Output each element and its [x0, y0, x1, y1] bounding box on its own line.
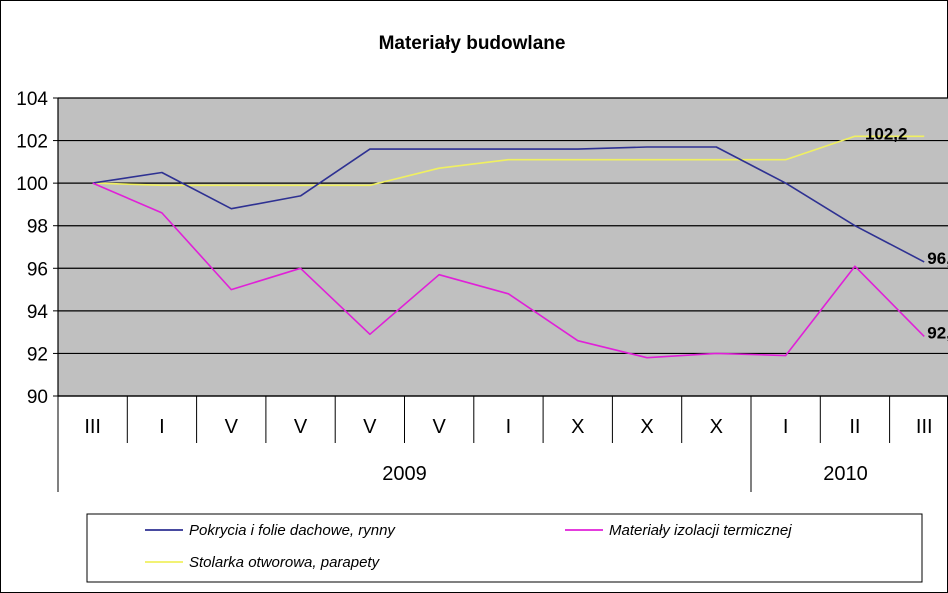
- data-label: 102,2: [865, 124, 908, 143]
- series-line: [92, 182, 925, 359]
- legend-label: Stolarka otworowa, parapety: [189, 554, 381, 571]
- year-label: 2010: [823, 463, 868, 485]
- x-tick-label: II: [849, 416, 860, 438]
- series-line: [92, 135, 925, 187]
- y-tick-label: 102: [16, 132, 48, 153]
- plot-area: [58, 98, 948, 396]
- data-label: 96,: [927, 249, 948, 268]
- series-line: [92, 146, 925, 263]
- x-tick-label: I: [506, 416, 512, 438]
- y-tick-label: 96: [27, 259, 48, 280]
- y-axis: 90 92 94 96 98 100 102 104: [16, 89, 59, 408]
- x-tick-label: X: [640, 416, 653, 438]
- legend-label: Pokrycia i folie dachowe, rynny: [189, 522, 396, 539]
- y-tick-label: 98: [27, 217, 48, 238]
- y-tick-label: 94: [27, 302, 49, 323]
- x-tick-label: I: [159, 416, 165, 438]
- y-tick-label: 92: [27, 344, 48, 365]
- y-tick-label: 100: [16, 174, 48, 195]
- year-label: 2009: [382, 463, 427, 485]
- y-tick-label: 90: [27, 387, 48, 408]
- x-tick-label: V: [432, 416, 446, 438]
- data-label: 92,: [927, 323, 948, 342]
- x-tick-label: X: [710, 416, 723, 438]
- x-tick-label: I: [783, 416, 789, 438]
- legend-label: Materiały izolacji termicznej: [609, 522, 792, 539]
- x-tick-label: V: [294, 416, 308, 438]
- chart-title: Materiały budowlane: [379, 33, 566, 54]
- x-tick-label: III: [84, 416, 101, 438]
- x-tick-label: V: [363, 416, 377, 438]
- y-tick-label: 104: [16, 89, 48, 110]
- legend: Pokrycia i folie dachowe, rynny Materiały…: [86, 513, 923, 583]
- x-tick-label: X: [571, 416, 584, 438]
- data-labels: 96, 92, 102,2: [865, 124, 948, 342]
- legend-box: [86, 513, 923, 583]
- series-lines: [92, 135, 925, 359]
- x-tick-label: III: [916, 416, 933, 438]
- x-tick-label: V: [225, 416, 239, 438]
